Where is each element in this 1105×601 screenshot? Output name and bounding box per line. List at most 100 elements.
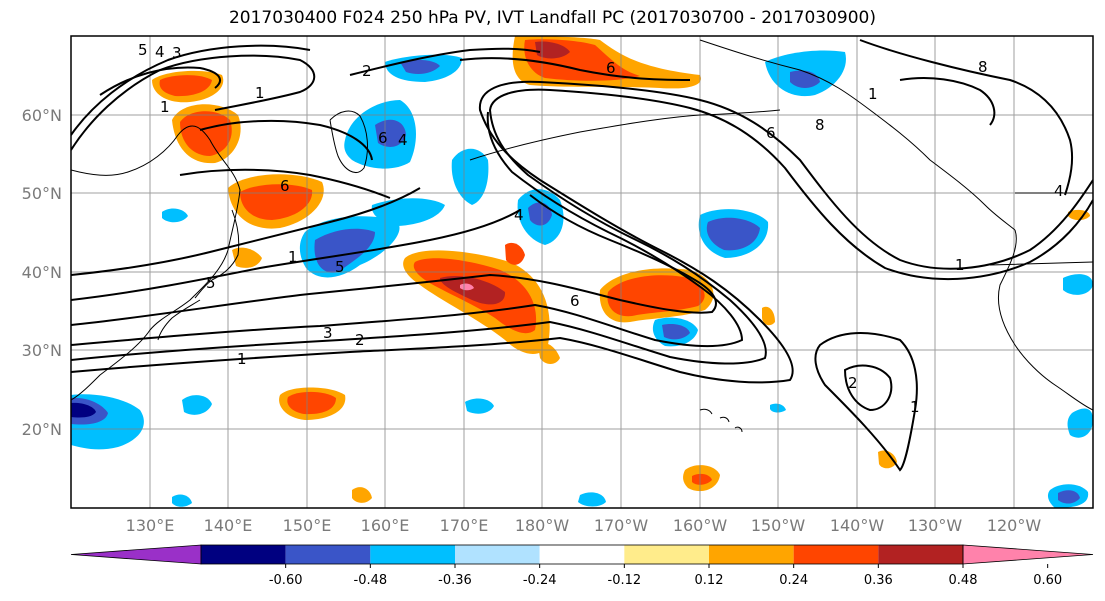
negative-anomaly [1058,490,1080,504]
pv-contour [199,119,373,161]
pv-contour [99,66,221,96]
lon-label: 140°E [204,516,253,535]
colorbar-tick-label: -0.36 [438,573,472,588]
contour-label: 8 [978,58,988,76]
colorbar-tick-label: 0.36 [864,573,893,588]
contour-label: 1 [288,248,298,266]
map-frame [70,35,1094,509]
contour-label: 5 [335,258,345,276]
pv-contour [71,187,421,276]
negative-anomaly [172,494,192,507]
positive-anomaly [538,343,560,364]
contour-label: 1 [868,85,878,103]
latitude-labels: 60°N 50°N 40°N 30°N 20°N [22,106,62,439]
colorbar-swatch [624,545,709,564]
negative-anomaly [400,59,440,74]
lon-label: 180°W [515,516,570,535]
lon-label: 140°W [830,516,885,535]
positive-anomaly [287,391,336,415]
pv-contours [71,39,1093,472]
pv-contour [179,168,391,199]
negative-anomaly [451,148,489,205]
colorbar-extend-max [962,544,1094,565]
north-america-border [989,192,1093,266]
lat-label: 60°N [22,106,62,125]
positive-anomaly [607,275,705,317]
colorbar-tick-label: -0.48 [354,573,388,588]
contour-label: 4 [514,206,524,224]
contour-label: 5 [206,274,216,292]
colorbar-swatch [285,545,371,564]
pv-contour [349,47,541,76]
colorbar-swatch [201,545,286,564]
contour-label: 2 [848,374,858,392]
negative-anomaly [1063,274,1093,295]
contour-label: 3 [172,44,182,62]
pv-contour [71,80,1093,384]
contour-label: 1 [160,98,170,116]
contour-label: 3 [323,324,333,342]
negative-anomaly [375,119,406,147]
contour-label: 6 [280,177,290,195]
colorbar-swatch [878,545,963,564]
positive-anomaly [878,450,897,469]
kamchatka-coast [329,110,368,173]
contour-label: 1 [237,350,247,368]
gridlines [71,36,1093,508]
negative-anomaly [1067,408,1093,438]
lon-label: 160°E [361,516,410,535]
negative-anomaly [314,228,375,273]
positive-anomaly [692,473,712,485]
pv-contour [71,54,316,151]
contour-label: 4 [398,131,408,149]
positive-anomaly [180,111,232,156]
pv-contour [843,364,893,412]
contour-labels: 5 4 3 1 2 1 6 4 6 6 1 5 4 6 1 5 3 2 1 6 … [138,41,1064,416]
pv-contour [71,111,744,347]
colorbar-tick-label: 0.24 [779,573,808,588]
lon-label: 170°W [594,516,649,535]
negative-anomaly [528,202,552,226]
pv-contour [71,194,717,326]
lon-label: 120°W [987,516,1042,535]
lat-label: 20°N [22,420,62,439]
colorbar-swatch [793,545,879,564]
colorbar-tick-label: 0.48 [949,573,978,588]
map-title: 2017030400 F024 250 hPa PV, IVT Landfall… [228,8,876,28]
colorbar-tick-label: -0.24 [523,573,557,588]
positive-anomaly [440,275,506,305]
hawaii-islands [699,408,743,433]
negative-anomaly [662,323,690,340]
japan-coast [194,209,240,299]
alaska-coast [699,39,1016,231]
pv-contour [859,39,1074,196]
colorbar-tick-label: 0.12 [695,573,724,588]
pv-contour [814,332,918,472]
longitude-labels: 130°E 140°E 150°E 160°E 170°E 180°W 170°… [126,516,1042,535]
lat-label: 30°N [22,341,62,360]
pv-contour [71,44,311,136]
colorbar-swatch [370,545,455,564]
negative-anomaly [578,492,606,507]
pv-contour [71,209,521,301]
colorbar-tick-label: 0.60 [1033,573,1062,588]
negative-anomaly [371,198,445,226]
contour-label: 5 [138,41,148,59]
contour-label: 4 [1054,182,1064,200]
positive-anomaly [159,75,212,97]
positive-anomaly [352,487,372,503]
contour-label: 6 [606,59,616,77]
colorbar-swatch [455,545,540,564]
pv-contour [459,57,691,81]
japan-coast-south [157,299,201,341]
shaded-anomalies [71,36,1093,508]
colorbar-outline [200,544,964,565]
colorbar-swatch [539,545,625,564]
negative-anomaly [71,402,96,418]
negative-anomaly [182,395,212,415]
lat-label: 40°N [22,263,62,282]
contour-label: 4 [155,43,165,61]
lat-label: 50°N [22,184,62,203]
colorbar-swatch [709,545,794,564]
